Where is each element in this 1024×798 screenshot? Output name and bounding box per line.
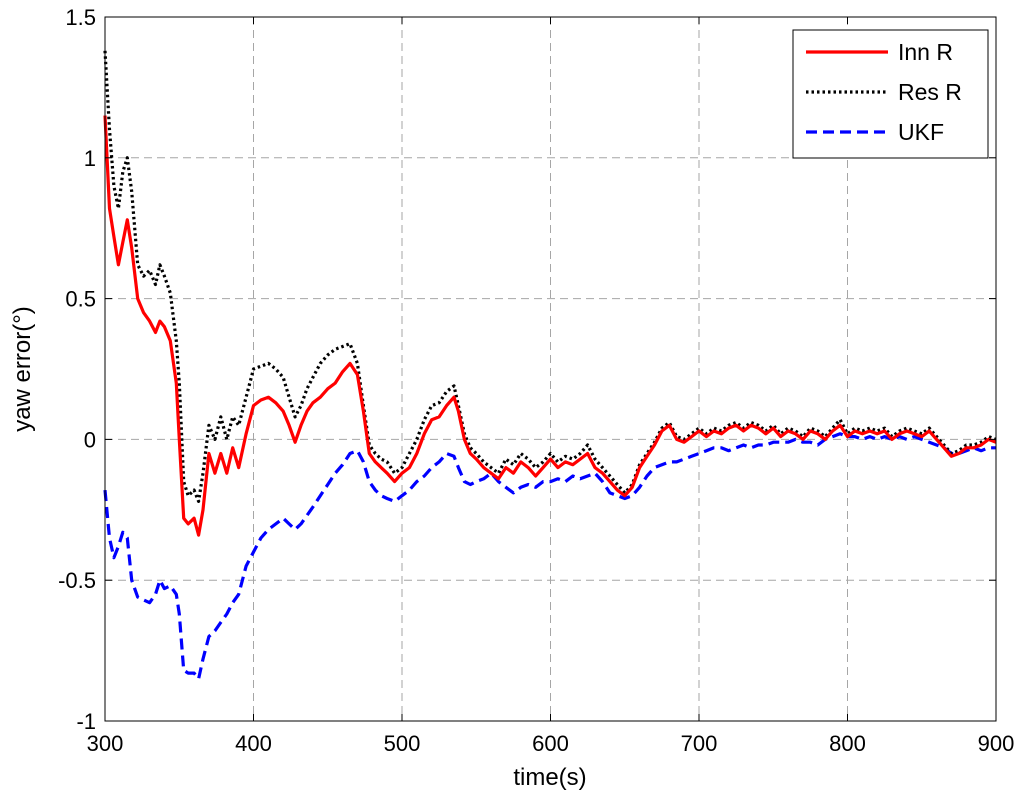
y-tick-labels: -1 -0.5 0 0.5 1 1.5 bbox=[58, 5, 96, 734]
x-tick-labels: 300 400 500 600 700 800 900 bbox=[87, 731, 1015, 756]
y-axis-title: yaw error(°) bbox=[9, 306, 36, 432]
y-tick-label: -1 bbox=[76, 709, 96, 734]
series-lines bbox=[103, 50, 997, 681]
axis-ticks bbox=[104, 16, 997, 722]
y-tick-label: -0.5 bbox=[58, 568, 96, 593]
x-tick-label: 900 bbox=[978, 731, 1015, 756]
grid-lines bbox=[105, 17, 996, 721]
y-tick-label: 0.5 bbox=[65, 287, 96, 312]
x-tick-label: 300 bbox=[87, 731, 124, 756]
x-tick-label: 500 bbox=[384, 731, 421, 756]
legend-label-res-r: Res R bbox=[898, 79, 962, 105]
legend-label-ukf: UKF bbox=[898, 119, 944, 145]
series-line-res-r bbox=[103, 50, 997, 503]
series-line-ukf bbox=[103, 432, 996, 681]
x-tick-label: 600 bbox=[532, 731, 569, 756]
legend-label-inn-r: Inn R bbox=[898, 39, 953, 65]
y-tick-label: 1.5 bbox=[65, 5, 96, 30]
y-tick-label: 1 bbox=[84, 146, 96, 171]
y-tick-label: 0 bbox=[84, 427, 96, 452]
x-tick-label: 400 bbox=[235, 731, 272, 756]
x-tick-label: 800 bbox=[829, 731, 866, 756]
x-tick-label: 700 bbox=[681, 731, 718, 756]
legend: Inn R Res R UKF bbox=[792, 29, 989, 159]
x-axis-title: time(s) bbox=[513, 764, 586, 791]
series-line-inn-r bbox=[103, 115, 997, 537]
